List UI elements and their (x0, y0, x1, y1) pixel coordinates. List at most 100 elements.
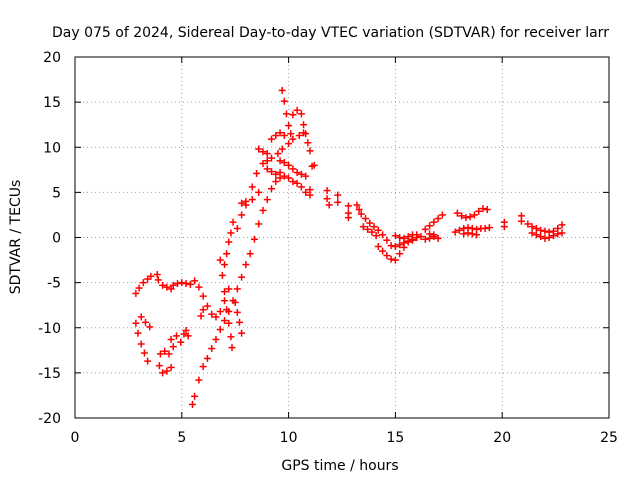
data-point (248, 196, 256, 204)
data-point (289, 178, 297, 186)
data-point (334, 191, 342, 199)
data-point (182, 326, 190, 334)
data-point (268, 185, 276, 193)
data-point (545, 234, 553, 241)
data-point (250, 235, 258, 243)
data-point (289, 135, 297, 143)
data-point (199, 292, 207, 300)
data-point (218, 271, 226, 279)
x-axis-label: GPS time / hours (281, 458, 398, 474)
data-point (287, 130, 295, 138)
data-point (297, 170, 305, 178)
data-point (154, 276, 162, 284)
data-point (180, 330, 188, 338)
data-point (276, 169, 284, 177)
data-point (208, 345, 216, 353)
data-point (325, 201, 333, 209)
data-point (517, 217, 525, 225)
data-point (537, 233, 545, 241)
data-point (135, 284, 143, 292)
data-point (132, 319, 140, 327)
data-point (462, 214, 470, 222)
data-point (306, 147, 314, 155)
x-tick-label: 10 (280, 430, 298, 446)
data-point (235, 318, 243, 326)
data-point (165, 350, 173, 358)
data-point (379, 231, 387, 239)
x-tick-label: 5 (177, 430, 186, 446)
data-point (255, 188, 263, 196)
data-point (137, 313, 145, 321)
data-points (132, 86, 566, 408)
data-point (155, 362, 163, 370)
data-point (289, 111, 297, 119)
data-point (253, 169, 261, 177)
y-tick-label: -15 (38, 366, 61, 382)
data-point (255, 145, 263, 153)
data-point (216, 308, 224, 316)
data-point (227, 229, 235, 237)
data-point (225, 238, 233, 246)
data-point (238, 329, 246, 337)
data-point (233, 224, 241, 232)
data-point (344, 202, 352, 210)
data-point (184, 332, 192, 340)
y-axis-label: SDTVAR / TECUs (8, 180, 24, 295)
x-tick-label: 15 (386, 430, 404, 446)
data-point (246, 250, 254, 258)
data-point (182, 280, 190, 288)
data-point (233, 285, 241, 293)
data-point (285, 122, 293, 130)
y-tick-label: 15 (43, 95, 61, 111)
data-point (430, 218, 438, 226)
data-point (177, 338, 185, 346)
data-point (500, 223, 508, 231)
data-point (199, 363, 207, 371)
data-point (174, 280, 182, 288)
data-point (285, 161, 293, 169)
data-point (191, 277, 199, 285)
data-point (259, 159, 267, 167)
data-point (421, 235, 429, 243)
data-point (263, 150, 271, 158)
data-point (248, 183, 256, 191)
data-point (344, 214, 352, 222)
data-point (293, 169, 301, 177)
data-point (167, 363, 175, 371)
data-point (438, 211, 446, 219)
data-point (464, 229, 472, 237)
data-point (221, 317, 229, 325)
data-point (282, 110, 290, 118)
data-point (139, 279, 147, 287)
data-point (195, 283, 203, 291)
data-point (453, 209, 461, 217)
data-point (366, 219, 374, 227)
data-point (223, 250, 231, 258)
data-point (163, 283, 171, 291)
data-point (374, 226, 382, 234)
data-point (528, 223, 536, 231)
data-point (233, 308, 241, 316)
data-point (153, 271, 161, 279)
data-point (203, 354, 211, 362)
data-point (396, 234, 404, 241)
data-point (537, 226, 545, 234)
data-point (372, 232, 380, 240)
data-point (227, 333, 235, 341)
data-point (223, 306, 231, 314)
data-point (481, 224, 489, 232)
data-point (263, 165, 271, 173)
data-point (413, 231, 421, 239)
data-point (280, 132, 288, 140)
data-point (242, 261, 250, 269)
data-point (387, 255, 395, 263)
data-point (417, 233, 425, 241)
data-point (374, 243, 382, 251)
data-point (272, 132, 280, 140)
data-point (364, 225, 372, 233)
data-point (228, 344, 236, 352)
data-point (485, 224, 493, 232)
data-point (146, 323, 154, 331)
data-point (391, 232, 399, 240)
data-point (147, 272, 155, 280)
